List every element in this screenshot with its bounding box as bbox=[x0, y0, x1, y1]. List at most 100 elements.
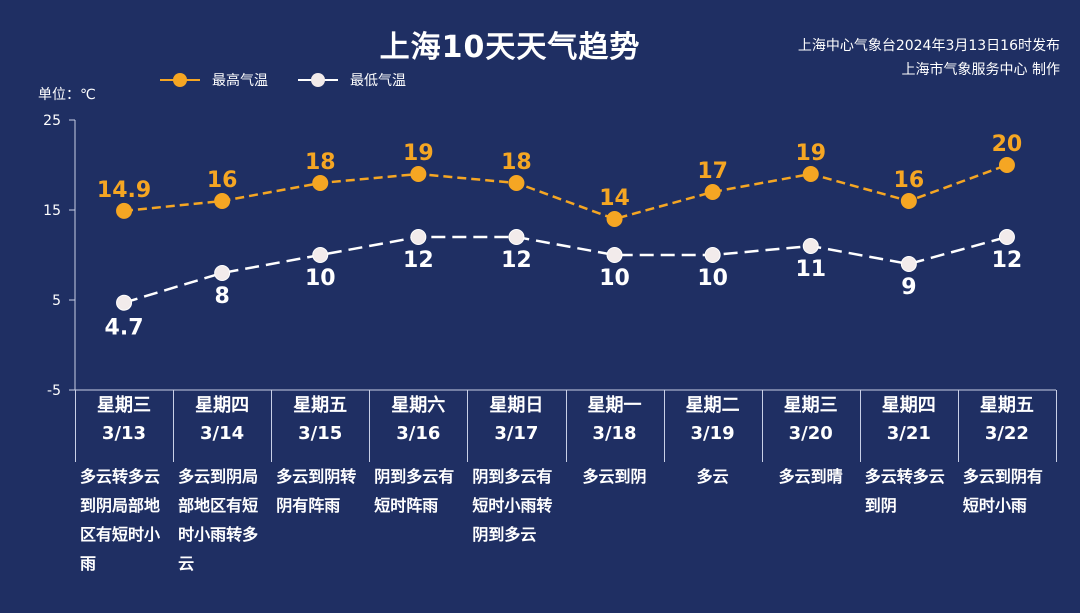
low-temp-point bbox=[802, 238, 819, 254]
date-label: 3/15 bbox=[298, 423, 343, 444]
date-label: 3/21 bbox=[886, 423, 931, 444]
legend-high-label: 最高气温 bbox=[212, 73, 268, 89]
date-label: 3/17 bbox=[494, 423, 539, 444]
chart-title: 上海10天天气趋势 bbox=[379, 30, 641, 65]
day-header-cell: 星期一 3/18 bbox=[566, 392, 664, 448]
y-tick-label: -5 bbox=[47, 383, 61, 399]
weather-description: 多云到阴转阴有阵雨 bbox=[276, 467, 357, 515]
high-temp-point bbox=[312, 175, 329, 191]
date-label: 3/16 bbox=[396, 423, 441, 444]
table-column-divider bbox=[173, 390, 175, 462]
weather-description: 阴到多云有短时小雨转阴到多云 bbox=[472, 467, 553, 544]
high-temp-point bbox=[116, 202, 133, 219]
y-tick-label: 25 bbox=[43, 113, 61, 129]
weather-description: 多云到阴局部地区有短时小雨转多云 bbox=[178, 467, 259, 573]
weekday-label: 星期六 bbox=[391, 395, 446, 416]
weekday-label: 星期五 bbox=[293, 395, 348, 416]
weekday-label: 星期三 bbox=[97, 395, 151, 416]
weekday-label: 星期日 bbox=[489, 395, 544, 416]
low-temp-point bbox=[606, 247, 623, 263]
high-temp-label: 17 bbox=[697, 159, 728, 184]
low-temp-label: 4.7 bbox=[105, 316, 144, 341]
weather-description: 多云到阴 bbox=[582, 467, 647, 486]
table-column-divider bbox=[565, 390, 567, 462]
date-label: 3/22 bbox=[984, 423, 1029, 444]
weekday-label: 星期二 bbox=[685, 395, 740, 416]
low-temp-label: 10 bbox=[305, 266, 336, 291]
weekday-label: 星期三 bbox=[783, 395, 838, 416]
high-temp-point bbox=[410, 166, 427, 182]
high-temp-label: 19 bbox=[403, 141, 434, 166]
y-tick-label: 15 bbox=[43, 203, 61, 219]
day-header-cell: 星期三 3/13 bbox=[75, 392, 173, 448]
low-temp-label: 12 bbox=[403, 248, 434, 273]
table-column-divider bbox=[271, 390, 273, 462]
table-column-divider bbox=[369, 390, 371, 462]
low-temp-point bbox=[900, 256, 917, 272]
low-temp-label: 10 bbox=[599, 266, 630, 291]
high-temp-label: 16 bbox=[207, 168, 238, 193]
day-header-cell: 星期五 3/22 bbox=[958, 392, 1056, 448]
high-temp-point bbox=[214, 193, 231, 209]
weather-description: 多云到阴有短时小雨 bbox=[962, 467, 1043, 515]
high-temp-label: 18 bbox=[305, 150, 336, 175]
y-tick-label: 5 bbox=[52, 293, 61, 309]
high-temp-point bbox=[998, 157, 1015, 173]
weather-description: 多云转多云到阴 bbox=[864, 467, 945, 515]
low-temp-label: 12 bbox=[992, 248, 1023, 273]
day-header-cell: 星期四 3/14 bbox=[173, 392, 271, 448]
low-temp-point bbox=[704, 247, 721, 263]
date-label: 3/14 bbox=[200, 423, 245, 444]
table-column-divider bbox=[859, 390, 861, 462]
low-temp-label: 11 bbox=[795, 257, 826, 282]
publisher-line-2: 上海市气象服务中心 制作 bbox=[901, 62, 1060, 78]
day-header-cell: 星期三 3/20 bbox=[762, 392, 860, 448]
legend-low-label: 最低气温 bbox=[350, 73, 406, 89]
weekday-label: 星期四 bbox=[881, 395, 936, 416]
high-temp-label: 18 bbox=[501, 150, 532, 175]
low-temp-point bbox=[410, 229, 427, 245]
low-temp-label: 12 bbox=[501, 248, 532, 273]
weather-description: 阴到多云有短时阵雨 bbox=[374, 467, 455, 515]
low-temp-point bbox=[508, 229, 525, 245]
y-axis-unit-label: 单位：℃ bbox=[38, 87, 96, 103]
weekday-label: 星期四 bbox=[195, 395, 250, 416]
legend-item-low: 最低气温 bbox=[298, 70, 406, 90]
legend-high-swatch-icon bbox=[160, 73, 200, 87]
low-temp-label: 9 bbox=[901, 275, 916, 300]
weather-description: 多云转多云到阴局部地区有短时小雨 bbox=[80, 467, 161, 573]
low-temp-line bbox=[123, 235, 1008, 304]
table-column-divider bbox=[1056, 390, 1057, 462]
low-temp-point bbox=[116, 294, 133, 311]
low-temp-point bbox=[998, 229, 1015, 245]
weather-description: 多云 bbox=[696, 467, 729, 486]
date-label: 3/19 bbox=[690, 423, 735, 444]
legend-item-high: 最高气温 bbox=[160, 70, 268, 90]
publisher-line-1: 上海中心气象台2024年3月13日16时发布 bbox=[797, 38, 1060, 54]
weekday-label: 星期一 bbox=[587, 395, 642, 416]
high-temp-point bbox=[508, 175, 525, 191]
day-header-cell: 星期四 3/21 bbox=[860, 392, 958, 448]
high-temp-label: 20 bbox=[992, 132, 1023, 157]
low-temp-label: 8 bbox=[214, 284, 229, 309]
day-header-cell: 星期二 3/19 bbox=[664, 392, 762, 448]
table-column-divider bbox=[75, 390, 76, 462]
legend-low-swatch-icon bbox=[298, 73, 338, 87]
low-temp-point bbox=[214, 265, 231, 281]
high-temp-line bbox=[123, 163, 1008, 221]
date-label: 3/13 bbox=[101, 423, 147, 444]
high-temp-point bbox=[606, 211, 623, 227]
table-column-divider bbox=[663, 390, 665, 462]
day-header-cell: 星期五 3/15 bbox=[271, 392, 369, 448]
day-header-cell: 星期六 3/16 bbox=[369, 392, 467, 448]
high-temp-label: 16 bbox=[894, 168, 925, 193]
weather-description: 多云到晴 bbox=[778, 467, 843, 486]
high-temp-label: 19 bbox=[795, 141, 826, 166]
date-label: 3/18 bbox=[592, 423, 637, 444]
table-column-divider bbox=[761, 390, 763, 462]
high-temp-point bbox=[900, 193, 917, 209]
high-temp-label: 14.9 bbox=[97, 178, 151, 203]
high-temp-label: 14 bbox=[599, 186, 630, 211]
low-temp-point bbox=[312, 247, 329, 263]
